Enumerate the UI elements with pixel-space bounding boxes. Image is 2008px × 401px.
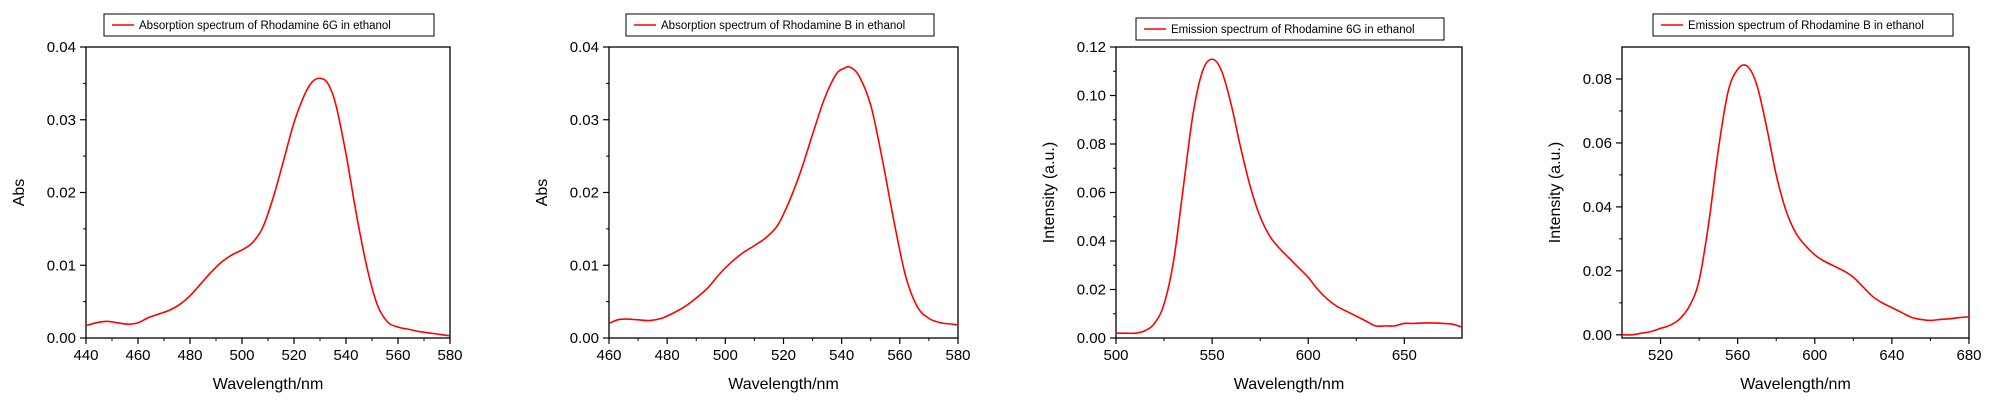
y-axis-label: Abs: [534, 179, 551, 207]
plot-frame: [85, 46, 451, 339]
legend-box: [1135, 17, 1445, 41]
y-tick-label: 0.01: [570, 257, 599, 274]
x-tick-label: 520: [1648, 347, 1673, 364]
y-tick-label: 0.00: [47, 330, 76, 347]
x-tick-label: 520: [771, 347, 796, 364]
x-tick-label: 480: [655, 347, 680, 364]
x-tick-label: 560: [887, 347, 912, 364]
x-tick-label: 680: [1956, 347, 1981, 364]
series-line: [86, 77, 450, 337]
x-tick-label: 500: [229, 347, 254, 364]
x-tick-label: 540: [333, 347, 358, 364]
legend-box: [625, 13, 935, 37]
y-tick-label: 0.10: [1077, 88, 1106, 105]
x-axis-label: Wavelength/nm: [213, 376, 324, 393]
x-tick-label: 500: [713, 347, 738, 364]
x-tick-label: 600: [1802, 347, 1827, 364]
series-line: [609, 65, 958, 326]
x-tick-label: 540: [829, 347, 854, 364]
legend-entry: Emission spectrum of Rhodamine 6G in eth…: [1171, 24, 1415, 36]
y-tick-label: 0.00: [1583, 327, 1612, 344]
x-axis-label: Wavelength/nm: [1740, 376, 1851, 393]
x-tick-label: 650: [1392, 347, 1417, 364]
x-tick-label: 500: [1103, 347, 1128, 364]
legend-box: [1652, 13, 1954, 37]
x-tick-label: 440: [73, 347, 98, 364]
series-line: [1622, 64, 1969, 336]
x-tick-label: 560: [1725, 347, 1750, 364]
y-tick-label: 0.02: [47, 185, 76, 202]
y-tick-label: 0.03: [570, 112, 599, 129]
legend-entry: Absorption spectrum of Rhodamine 6G in e…: [139, 20, 391, 32]
legend-box: [103, 13, 435, 37]
y-tick-label: 0.03: [47, 112, 76, 129]
x-tick-label: 520: [281, 347, 306, 364]
y-tick-label: 0.00: [570, 330, 599, 347]
chart-panel: 520 560 600 640 680 0.00 0.02 0.04 0.06 0.08 Wavel…: [1547, 13, 1982, 393]
y-axis-label: Abs: [11, 179, 28, 207]
chart-panel: 500 550 600 650 0.00 0.02 0.04 0.06 0.08 0.10 0.12…: [1041, 17, 1463, 393]
x-tick-label: 460: [596, 347, 621, 364]
y-tick-label: 0.02: [570, 185, 599, 202]
y-tick-label: 0.08: [1077, 136, 1106, 153]
legend-entry: Absorption spectrum of Rhodamine B in et…: [661, 20, 905, 32]
y-tick-label: 0.04: [47, 39, 76, 56]
y-tick-label: 0.04: [1583, 199, 1612, 216]
x-tick-label: 580: [437, 347, 462, 364]
x-axis-label: Wavelength/nm: [728, 376, 839, 393]
y-tick-label: 0.02: [1077, 282, 1106, 299]
y-tick-label: 0.06: [1583, 135, 1612, 152]
plot-frame: [608, 46, 959, 339]
x-tick-label: 550: [1200, 347, 1225, 364]
plot-frame: [1621, 46, 1970, 339]
y-tick-label: 0.04: [1077, 233, 1106, 250]
chart-panel: 460 480 500 520 540 560 580 0.00 0.01 0.02 0.03 0.0…: [534, 13, 971, 393]
x-tick-label: 600: [1296, 347, 1321, 364]
x-tick-label: 640: [1879, 347, 1904, 364]
y-tick-label: 0.04: [570, 39, 599, 56]
y-axis-label: Intensity (a.u.): [1041, 142, 1058, 243]
y-tick-label: 0.06: [1077, 185, 1106, 202]
y-tick-label: 0.02: [1583, 263, 1612, 280]
chart-panel: 440 460 480 500 520 540 560 580 0.00 0.01 0.02 0.03…: [11, 13, 463, 393]
y-tick-label: 0.00: [1077, 330, 1106, 347]
x-tick-label: 580: [945, 347, 970, 364]
x-tick-label: 480: [177, 347, 202, 364]
x-tick-label: 460: [125, 347, 150, 364]
x-tick-label: 560: [385, 347, 410, 364]
series-line: [1116, 58, 1462, 335]
x-axis-label: Wavelength/nm: [1234, 376, 1345, 393]
y-tick-label: 0.08: [1583, 71, 1612, 88]
y-tick-label: 0.01: [47, 257, 76, 274]
plot-frame: [1115, 46, 1463, 339]
y-axis-label: Intensity (a.u.): [1547, 142, 1564, 243]
y-tick-label: 0.12: [1077, 39, 1106, 56]
legend-entry: Emission spectrum of Rhodamine B in etha…: [1688, 20, 1924, 32]
